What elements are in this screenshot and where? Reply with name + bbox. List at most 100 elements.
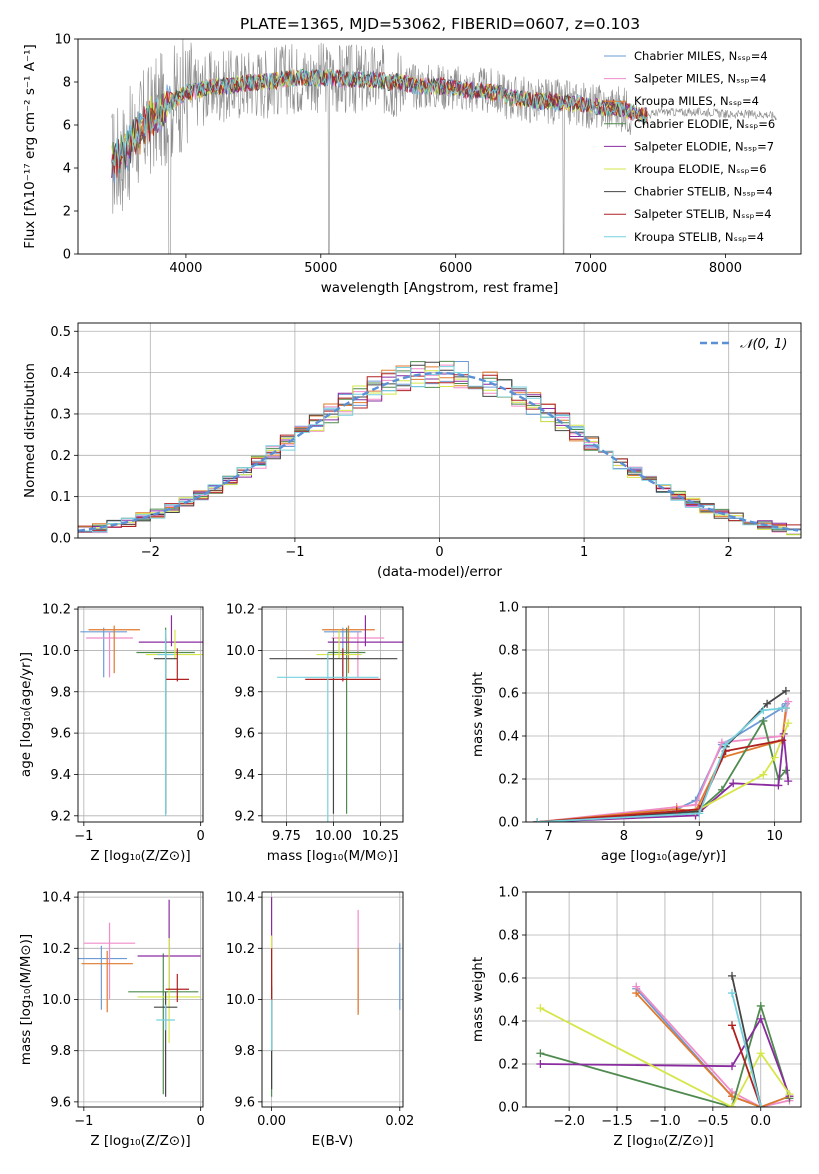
x-tick-label: 10.00 [315, 829, 352, 844]
y-tick-label: 9.6 [50, 727, 71, 742]
x-tick-label: 8 [620, 829, 628, 844]
y-tick-label: 0.3 [50, 407, 71, 422]
error-bars [78, 899, 201, 1097]
weight-line-kroupa-miles [635, 992, 790, 1107]
legend-label-normal: 𝒩(0, 1) [740, 337, 787, 352]
weight-lines [533, 686, 793, 822]
legend-label: Kroupa ELODIE, Nₛₛₚ=6 [634, 162, 767, 176]
axes-frame [77, 891, 204, 1108]
weight-point-salpeter-elodie [774, 781, 783, 790]
y-tick-label: 10.0 [226, 993, 255, 1008]
x-tick-label: 0.0 [750, 1114, 771, 1129]
y-tick-label: 9.8 [234, 1044, 255, 1059]
weight-point-kroupa-elodie [536, 1004, 545, 1013]
x-tick-label: −1.0 [649, 1114, 681, 1129]
y-tick-label: 9.8 [50, 1044, 71, 1059]
weight-point-salpeter-elodie [784, 777, 793, 786]
x-tick-label: 8000 [709, 261, 742, 276]
weight-point-kroupa-elodie [759, 770, 768, 779]
tick-marks [522, 606, 776, 826]
spectrum-panel: 4000 5000 6000 7000 8000 0 2 4 6 8 10 wavelength [A… [22, 33, 802, 296]
weight-point-kroupa-stelib [728, 989, 737, 998]
x-tick-label: −1 [74, 1114, 93, 1129]
y-tick-label: 9.2 [234, 809, 255, 824]
x-tick-label: 1 [580, 545, 588, 560]
weight-line-kroupa-elodie [539, 1007, 791, 1107]
x-tick-label: −2.0 [553, 1114, 585, 1129]
y-tick-label: 9.4 [234, 768, 255, 783]
y-axis-label: Normed distribution [22, 363, 38, 498]
x-axis-label: Z [log₁₀(Z/Z⊙)] [90, 848, 190, 864]
plot-area [526, 892, 801, 1107]
x-tick-label: −0.5 [697, 1114, 729, 1129]
weight-point-kroupa-stelib [781, 704, 790, 713]
y-tick-label: 9.6 [234, 1095, 255, 1110]
weight-point-kroupa-elodie [756, 1049, 765, 1058]
x-tick-label: 6000 [439, 261, 472, 276]
y-tick-label: 1.0 [498, 601, 519, 616]
mass-vs-age-panel: 9.75 10.00 10.25 9.2 9.4 9.6 9.8 10.0 10.2 mass [… [226, 603, 404, 864]
z-mass-weight-panel: −2.0 −1.5 −1.0 −0.5 0.0 0.0 0.2 0.4 0.6 0.8 1.0 Z [… [470, 886, 802, 1149]
weight-point-kroupa-stelib [533, 818, 542, 822]
weight-point-kroupa-elodie [770, 753, 779, 762]
x-tick-label: 9.75 [272, 829, 301, 844]
x-axis-label: wavelength [Angstrom, rest frame] [321, 280, 559, 296]
y-tick-label: 10 [54, 33, 71, 48]
x-tick-label: −1 [74, 829, 93, 844]
x-tick-label: 0 [435, 545, 443, 560]
legend: Chabrier MILES, Nₛₛₚ=4 Salpeter MILES, Nₛ… [604, 49, 775, 244]
error-bars [271, 897, 401, 1097]
weight-point-kroupa-stelib [695, 809, 704, 818]
weight-point-kroupa-elodie [785, 1090, 794, 1099]
y-tick-label: 0.2 [50, 449, 71, 464]
y-tick-label: 0.4 [498, 1015, 519, 1030]
y-tick-label: 0.5 [50, 325, 71, 340]
y-tick-label: 0.0 [498, 1101, 519, 1116]
y-axis-label: mass weight [470, 672, 486, 757]
x-tick-label: 4000 [169, 261, 202, 276]
x-tick-label: 7000 [574, 261, 607, 276]
y-tick-label: 0.2 [498, 773, 519, 788]
weight-line-salpeter-elodie [537, 733, 790, 822]
axes-frame [77, 606, 204, 823]
x-axis-label: mass [log₁₀(M/M⊙)] [267, 848, 398, 864]
weight-point-kroupa-stelib [759, 706, 768, 715]
residual-histogram-panel: −2 −1 0 1 2 0.0 0.1 0.2 0.3 0.4 0.5 (data-model)/er… [22, 322, 802, 580]
weight-point-kroupa-elodie [728, 1103, 737, 1107]
weight-point-salpeter-elodie [729, 779, 738, 788]
x-tick-label: −1 [285, 545, 304, 560]
y-tick-label: 9.4 [50, 768, 71, 783]
z-vs-age-panel: −1 0 9.2 9.4 9.6 9.8 10.0 10.2 Z [log₁₀(Z/Z⊙)] ag… [18, 603, 205, 864]
x-tick-label: 0 [197, 1114, 205, 1129]
x-tick-label: −2 [141, 545, 160, 560]
axes-frame [77, 322, 802, 539]
weight-point-chabrier-elodie [759, 716, 768, 725]
tick-marks [74, 896, 202, 1111]
tick-marks [74, 608, 202, 826]
weight-point-chabrier-stelib [781, 686, 790, 695]
tick-marks [258, 608, 381, 826]
axes-frame [261, 606, 404, 823]
age-mass-weight-panel: 7 8 9 10 0.0 0.2 0.4 0.6 0.8 1.0 age [log₁₀(age/yr… [470, 601, 802, 864]
y-tick-label: 0.0 [498, 816, 519, 831]
model-line-salpeter-stelib [111, 69, 648, 178]
y-tick-label: 10.4 [42, 891, 71, 906]
model-line-kroupa-stelib [111, 68, 648, 167]
weight-point-chabrier-elodie [756, 1001, 765, 1010]
x-axis-label: Z [log₁₀(Z/Z⊙)] [90, 1133, 190, 1149]
plot-area [526, 607, 801, 822]
y-tick-label: 0 [63, 248, 71, 263]
y-tick-label: 9.2 [50, 809, 71, 824]
y-tick-label: 0.4 [50, 366, 71, 381]
y-tick-label: 0.2 [498, 1058, 519, 1073]
weight-point-chabrier-elodie [781, 766, 790, 775]
weight-point-salpeter-stelib [778, 736, 787, 745]
plot-area [262, 607, 403, 822]
tick-marks [74, 38, 726, 258]
weight-point-salpeter-miles [784, 697, 793, 706]
axes-frame [261, 891, 404, 1108]
y-axis-label: Flux [fλ10⁻¹⁷ erg cm⁻² s⁻¹ A⁻¹] [22, 44, 38, 249]
legend-label: Salpeter STELIB, Nₛₛₚ=4 [634, 207, 772, 221]
x-tick-label: 7 [544, 829, 552, 844]
